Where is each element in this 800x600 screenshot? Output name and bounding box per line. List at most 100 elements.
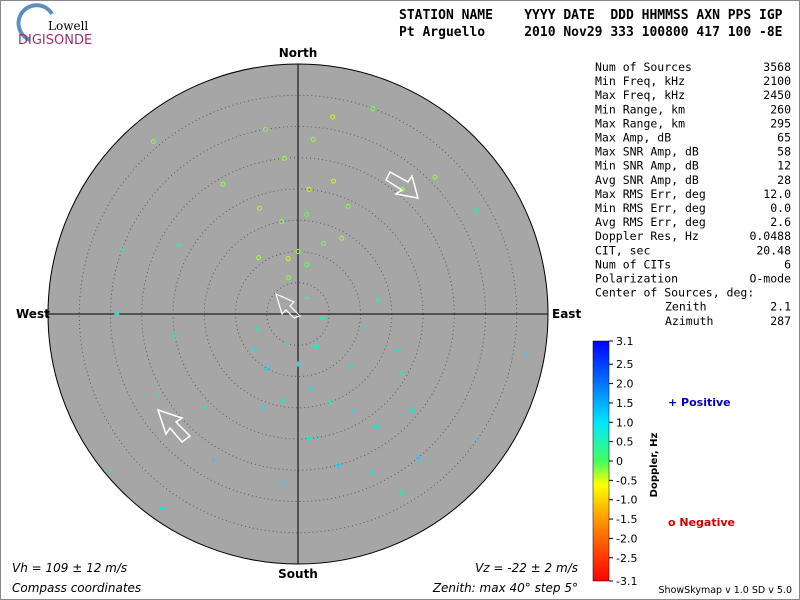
coords-label: Compass coordinates <box>12 581 141 595</box>
colorbar-tick-label: -2.5 <box>616 552 637 565</box>
source-negative <box>285 256 291 262</box>
source-negative <box>257 205 263 211</box>
legend-negative: o Negative <box>668 516 735 529</box>
source-positive <box>474 436 480 442</box>
stat-value: 0.0488 <box>749 229 791 243</box>
stat-value: 2.1 <box>770 300 791 314</box>
logo-top: Lowell <box>48 19 88 33</box>
stat-value: 2450 <box>763 88 791 102</box>
source-negative <box>331 178 337 184</box>
colorbar <box>592 340 610 582</box>
colorbar-tick-label: 0 <box>616 455 623 468</box>
stat-value: 20.48 <box>756 243 791 257</box>
colorbar-tick-label: 1.5 <box>616 397 634 410</box>
stat-label: Zenith <box>665 300 707 314</box>
source-positive <box>395 347 401 353</box>
colorbar-tick-label: 2.0 <box>616 378 634 391</box>
source-positive <box>261 405 267 411</box>
vz-label: Vz = -22 ± 2 m/s <box>475 561 578 575</box>
source-negative <box>345 203 351 209</box>
north-label: North <box>279 46 317 60</box>
source-positive <box>114 311 120 317</box>
source-positive <box>398 490 404 496</box>
legend-positive: + Positive <box>668 396 731 409</box>
colorbar-tick-label: -2.0 <box>616 532 637 545</box>
stat-label: Min Range, km <box>595 102 685 116</box>
colorbar-tick-label: -3.1 <box>616 575 637 588</box>
source-positive <box>410 407 416 413</box>
stat-value: 65 <box>777 131 791 145</box>
velocity-arrow <box>275 292 302 319</box>
source-positive <box>295 361 301 367</box>
source-positive <box>327 399 333 405</box>
stat-label: CIT, sec <box>595 243 650 257</box>
source-positive <box>335 462 341 468</box>
source-positive <box>252 347 258 353</box>
source-negative <box>306 186 312 192</box>
source-positive <box>374 424 380 430</box>
source-positive <box>416 455 422 461</box>
logo-bottom: DIGISONDE <box>18 33 92 48</box>
stat-value: 28 <box>777 173 791 187</box>
zenith-label: Zenith: max 40° step 5° <box>432 581 578 595</box>
stat-label: Max RMS Err, deg <box>595 187 706 201</box>
source-positive <box>523 351 529 357</box>
source-negative <box>330 114 336 120</box>
source-positive <box>306 436 312 442</box>
stat-label: Center of Sources, deg: <box>595 286 754 300</box>
stat-value: 260 <box>770 102 791 116</box>
source-positive <box>154 392 160 398</box>
east-label: East <box>552 307 581 321</box>
stat-label: Max Amp, dB <box>595 131 671 145</box>
source-positive <box>264 365 270 371</box>
colorbar-tick-label: -0.5 <box>616 474 637 487</box>
velocity-arrow <box>156 408 192 444</box>
stat-label: Num of Sources <box>595 60 692 74</box>
source-negative <box>256 255 262 261</box>
source-positive <box>398 370 404 376</box>
source-positive <box>363 323 369 329</box>
stat-label: Min Freq, kHz <box>595 74 685 88</box>
colorbar-label: Doppler, Hz <box>649 433 660 498</box>
source-positive <box>351 408 357 414</box>
stat-label: Max Freq, kHz <box>595 88 685 102</box>
colorbar-tick-label: -1.5 <box>616 513 637 526</box>
stat-value: 58 <box>777 145 791 159</box>
source-positive <box>211 457 217 463</box>
header-values: Pt Arguello 2010 Nov29 333 100800 417 10… <box>399 25 783 40</box>
source-positive <box>375 297 381 303</box>
stat-value: 0.0 <box>770 201 791 215</box>
source-negative <box>370 105 376 111</box>
version-label: ShowSkymap v 1.0 SD v 5.0 <box>659 585 792 596</box>
source-positive <box>369 470 375 476</box>
source-positive <box>304 295 310 301</box>
source-negative <box>432 174 438 180</box>
source-positive <box>474 208 480 214</box>
source-negative <box>285 275 291 281</box>
stat-label: Num of CITs <box>595 257 671 271</box>
source-negative <box>279 219 285 225</box>
stat-value: 12 <box>777 159 791 173</box>
stat-label: Azimuth <box>665 314 713 328</box>
stat-value: O-mode <box>749 272 791 286</box>
colorbar-tick-label: 2.5 <box>616 358 634 371</box>
stat-value: 3568 <box>763 60 791 74</box>
colorbar-tick-label: -1.0 <box>616 494 637 507</box>
logo-swoosh <box>16 3 54 42</box>
source-positive <box>320 315 326 321</box>
stat-value: 2100 <box>763 74 791 88</box>
colorbar-tick-label: 1.0 <box>616 416 634 429</box>
stat-label: Avg SNR Amp, dB <box>595 173 699 187</box>
header-labels: STATION NAME YYYY DATE DDD HHMMSS AXN PP… <box>399 8 783 23</box>
source-negative <box>304 262 310 268</box>
source-positive <box>280 479 286 485</box>
source-positive <box>308 385 314 391</box>
stat-label: Min RMS Err, deg <box>595 201 706 215</box>
source-positive <box>348 364 354 370</box>
source-positive <box>159 506 165 512</box>
stat-label: Doppler Res, Hz <box>595 229 699 243</box>
stat-value: 6 <box>784 257 791 271</box>
stat-value: 2.6 <box>770 215 791 229</box>
source-negative <box>304 211 310 217</box>
colorbar-tick-label: 3.1 <box>616 335 634 348</box>
